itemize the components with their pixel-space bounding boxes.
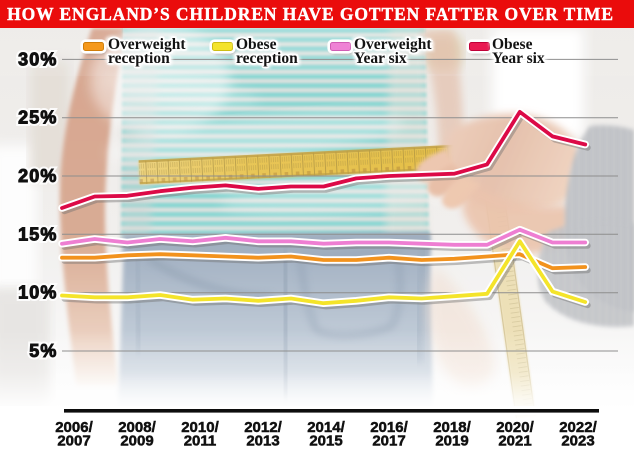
- svg-text:5%: 5%: [29, 341, 57, 361]
- svg-text:2008/: 2008/: [118, 419, 156, 436]
- svg-text:2006/: 2006/: [55, 419, 93, 436]
- svg-text:2010/: 2010/: [181, 419, 219, 436]
- svg-text:2011: 2011: [184, 433, 217, 450]
- svg-text:2017: 2017: [372, 433, 405, 450]
- svg-text:2012/: 2012/: [244, 419, 282, 436]
- svg-text:2014/: 2014/: [307, 419, 345, 436]
- svg-text:2022/: 2022/: [559, 419, 597, 436]
- svg-text:2007: 2007: [57, 433, 90, 450]
- svg-text:2015: 2015: [309, 433, 342, 450]
- svg-text:15%: 15%: [18, 224, 57, 244]
- svg-text:10%: 10%: [18, 283, 57, 303]
- svg-text:20%: 20%: [18, 166, 57, 186]
- svg-text:2023: 2023: [561, 433, 594, 450]
- svg-text:2019: 2019: [435, 433, 468, 450]
- svg-text:30%: 30%: [18, 49, 57, 69]
- svg-text:30%: 30%: [18, 49, 57, 69]
- svg-text:10%: 10%: [18, 283, 57, 303]
- svg-text:2009: 2009: [120, 433, 153, 450]
- svg-text:2016/: 2016/: [370, 419, 408, 436]
- svg-text:2013: 2013: [246, 433, 279, 450]
- svg-text:2021: 2021: [498, 433, 531, 450]
- svg-text:20%: 20%: [18, 166, 57, 186]
- svg-text:25%: 25%: [18, 108, 57, 128]
- svg-text:25%: 25%: [18, 108, 57, 128]
- svg-text:15%: 15%: [18, 224, 57, 244]
- svg-text:2018/: 2018/: [433, 419, 471, 436]
- svg-text:2020/: 2020/: [496, 419, 534, 436]
- svg-text:5%: 5%: [29, 341, 57, 361]
